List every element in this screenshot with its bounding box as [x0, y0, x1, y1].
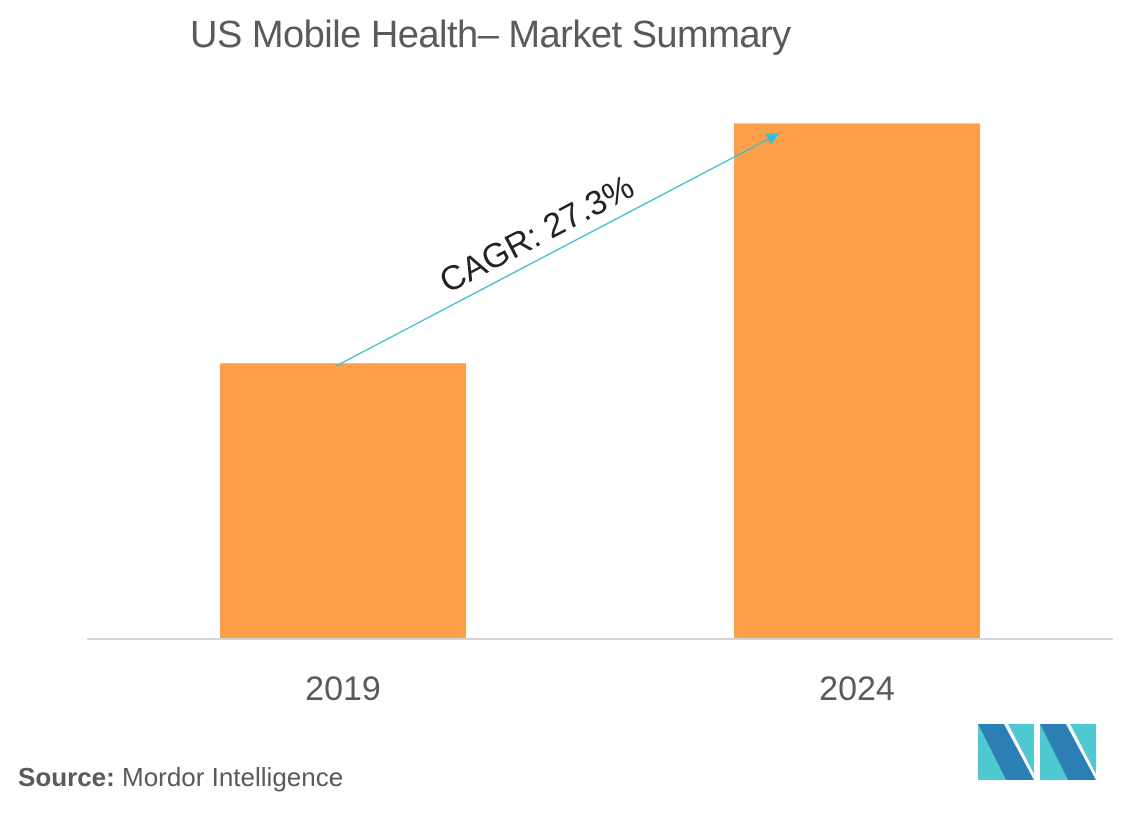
cagr-arrow — [335, 133, 780, 367]
chart-title: US Mobile Health– Market Summary — [190, 14, 791, 56]
bars-group — [220, 123, 980, 639]
bar-2024 — [734, 123, 980, 639]
x-tick-label-2019: 2019 — [305, 670, 381, 708]
cagr-annotation: CAGR: 27.3% — [434, 168, 641, 301]
source-label: Source: — [18, 762, 115, 792]
mordor-intelligence-logo-icon — [978, 724, 1096, 780]
bar-2019 — [220, 363, 466, 639]
source-line: Source: Mordor Intelligence — [18, 762, 343, 793]
source-text: Mordor Intelligence — [122, 762, 344, 792]
x-tick-labels: 2019 2024 — [305, 670, 895, 708]
x-tick-label-2024: 2024 — [819, 670, 895, 708]
